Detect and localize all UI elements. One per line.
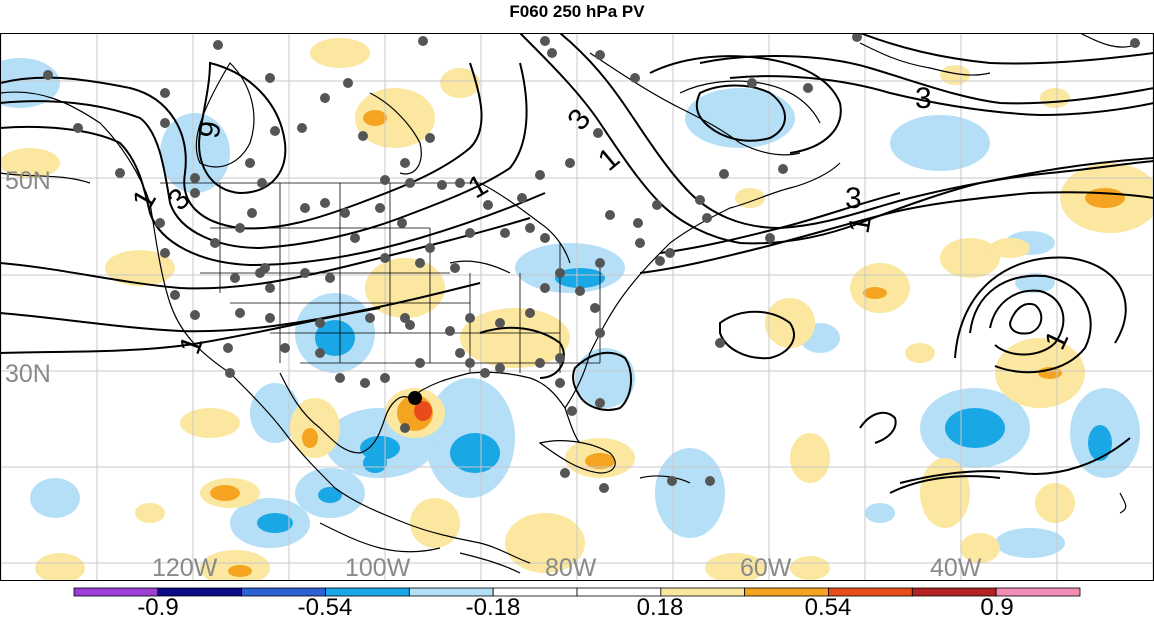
lon-label-100w: 100W <box>345 554 411 581</box>
chart-title: F060 250 hPa PV <box>509 2 645 21</box>
positive-anomalies <box>0 38 1154 581</box>
lon-label-80w: 80W <box>545 554 597 581</box>
negative-anomalies-strong <box>257 268 1112 533</box>
colorbar-tick-label: -0.54 <box>298 594 353 619</box>
lat-labels: 50N 30N <box>5 167 51 388</box>
colorbar-tick-label: 0.54 <box>805 594 852 619</box>
colorbar-tick-label: -0.9 <box>137 594 178 619</box>
colorbar: -0.9 -0.54 -0.18 0.18 0.54 0.9 <box>73 587 1081 619</box>
lon-labels: 120W 100W 80W 60W 40W <box>152 554 982 581</box>
lat-label-30n: 30N <box>5 360 51 388</box>
contour-label: 1 <box>843 214 878 236</box>
lon-label-60w: 60W <box>740 554 792 581</box>
station-dots <box>43 33 1140 493</box>
map-panel: 9 3 1 3 1 1 3 1 3 1 1 <box>0 33 1154 581</box>
contour-label: 3 <box>845 182 862 215</box>
contour-label: 9 <box>193 119 228 141</box>
colorbar-swatch <box>995 587 1081 597</box>
storm-center <box>408 391 422 405</box>
colorbar-tick-label: -0.18 <box>466 594 521 619</box>
colorbar-ticks: -0.9 -0.54 -0.18 0.18 0.54 0.9 <box>137 594 1013 619</box>
storm-center-dot <box>408 391 422 405</box>
lat-label-50n: 50N <box>5 167 51 195</box>
colorbar-swatches <box>73 587 1081 597</box>
coastlines <box>0 33 1141 574</box>
colorbar-tick-label: 0.18 <box>637 594 684 619</box>
pv-contours <box>0 33 1154 494</box>
positive-anomalies-peak <box>414 401 432 421</box>
state-borders <box>160 182 601 373</box>
lon-label-40w: 40W <box>930 554 982 581</box>
contour-label: 3 <box>915 82 932 115</box>
colorbar-tick-label: 0.9 <box>980 594 1013 619</box>
lon-label-120w: 120W <box>152 554 218 581</box>
